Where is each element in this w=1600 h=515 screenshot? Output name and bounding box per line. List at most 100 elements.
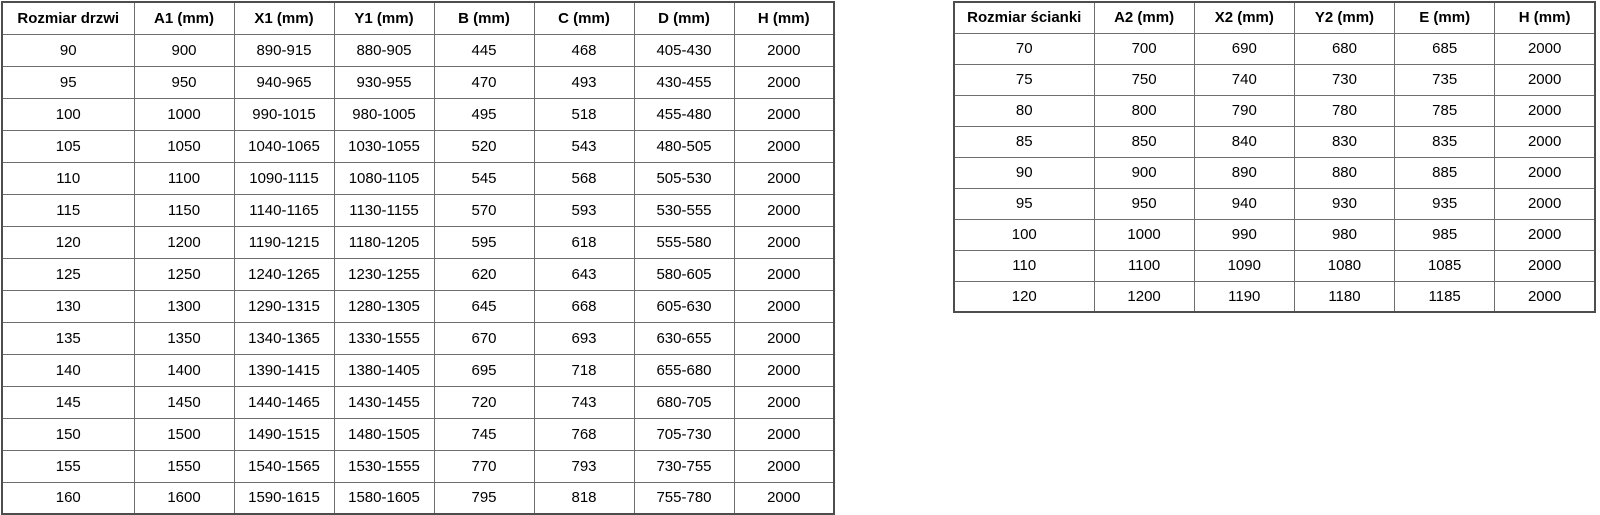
table-cell: 135 — [1, 321, 135, 355]
table-row: 150 1500 1490-1515 1480-1505 745 768 705-730 20… — [1, 417, 835, 451]
table-cell: 900 — [133, 33, 235, 67]
table-cell: 518 — [533, 97, 635, 131]
table-cell: 680-705 — [633, 385, 735, 419]
table-cell: 470 — [433, 65, 535, 99]
table-cell: 930 — [1293, 187, 1396, 220]
table-row: 90 900 890-915 880-905 445 468 405-430 2000 — [1, 33, 835, 67]
table-cell: 120 — [953, 280, 1095, 313]
table-cell: 1580-1605 — [333, 481, 435, 515]
table-cell: 1190-1215 — [233, 225, 335, 259]
table-row: 80 800 790 780 785 2000 — [953, 94, 1596, 127]
table-cell: 130 — [1, 289, 135, 323]
table-row: 130 1300 1290-1315 1280-1305 645 668 605-630 20… — [1, 289, 835, 323]
table-cell: 770 — [433, 449, 535, 483]
table-cell: 818 — [533, 481, 635, 515]
table-cell: 790 — [1193, 94, 1295, 127]
table-cell: 795 — [433, 481, 535, 515]
table-row: 95 950 940 930 935 2000 — [953, 187, 1596, 220]
table-row: 110 1100 1090 1080 1085 2000 — [953, 249, 1596, 282]
table-cell: 1390-1415 — [233, 353, 335, 387]
table-cell: 80 — [953, 94, 1095, 127]
table-cell: 1490-1515 — [233, 417, 335, 451]
table-cell: 935 — [1394, 187, 1496, 220]
table-cell: 1085 — [1394, 249, 1496, 282]
table-cell: 1380-1405 — [333, 353, 435, 387]
table-cell: 835 — [1394, 125, 1496, 158]
table-cell: 685 — [1394, 32, 1496, 65]
table-cell: 1340-1365 — [233, 321, 335, 355]
table-cell: 2000 — [733, 417, 835, 451]
table-cell: 2000 — [733, 97, 835, 131]
table-cell: 2000 — [1494, 156, 1596, 189]
column-header: Rozmiar drzwi — [1, 1, 135, 35]
table-cell: 1290-1315 — [233, 289, 335, 323]
table-cell: 785 — [1394, 94, 1496, 127]
table-cell: 145 — [1, 385, 135, 419]
table-cell: 520 — [433, 129, 535, 163]
table-cell: 555-580 — [633, 225, 735, 259]
table-cell: 430-455 — [633, 65, 735, 99]
table-cell: 1230-1255 — [333, 257, 435, 291]
table-cell: 980 — [1293, 218, 1396, 251]
header-row: Rozmiar drzwi A1 (mm) X1 (mm) Y1 (mm) B (mm)… — [1, 1, 835, 35]
table-cell: 1350 — [133, 321, 235, 355]
table-cell: 2000 — [1494, 125, 1596, 158]
table-cell: 630-655 — [633, 321, 735, 355]
table-row: 140 1400 1390-1415 1380-1405 695 718 655-680 20… — [1, 353, 835, 387]
table-cell: 405-430 — [633, 33, 735, 67]
table-cell: 840 — [1193, 125, 1295, 158]
table-cell: 140 — [1, 353, 135, 387]
column-header: H (mm) — [733, 1, 835, 35]
table-row: 145 1450 1440-1465 1430-1455 720 743 680-705 20… — [1, 385, 835, 419]
table-cell: 850 — [1093, 125, 1195, 158]
table-cell: 800 — [1093, 94, 1195, 127]
table-cell: 830 — [1293, 125, 1396, 158]
table-cell: 110 — [953, 249, 1095, 282]
table-cell: 730 — [1293, 63, 1396, 96]
table-cell: 1430-1455 — [333, 385, 435, 419]
table-cell: 1330-1555 — [333, 321, 435, 355]
table-row: 115 1150 1140-1165 1130-1155 570 593 530-555 20… — [1, 193, 835, 227]
table-cell: 690 — [1193, 32, 1295, 65]
table-cell: 1130-1155 — [333, 193, 435, 227]
table-cell: 930-955 — [333, 65, 435, 99]
column-header: C (mm) — [533, 1, 635, 35]
table-cell: 1190 — [1193, 280, 1295, 313]
table-cell: 695 — [433, 353, 535, 387]
table-cell: 493 — [533, 65, 635, 99]
column-header: E (mm) — [1394, 1, 1496, 34]
wall-panel-size-table: Rozmiar ścianki A2 (mm) X2 (mm) Y2 (mm) E (m… — [953, 1, 1596, 313]
table-cell: 1200 — [1093, 280, 1195, 313]
table-cell: 880-905 — [333, 33, 435, 67]
table-cell: 2000 — [733, 481, 835, 515]
table-cell: 1090 — [1193, 249, 1295, 282]
column-header: Y2 (mm) — [1293, 1, 1396, 34]
table-cell: 75 — [953, 63, 1095, 96]
table-cell: 95 — [953, 187, 1095, 220]
table-cell: 1480-1505 — [333, 417, 435, 451]
table-cell: 2000 — [733, 321, 835, 355]
table-cell: 1590-1615 — [233, 481, 335, 515]
table-cell: 655-680 — [633, 353, 735, 387]
table-cell: 1550 — [133, 449, 235, 483]
table-cell: 1090-1115 — [233, 161, 335, 195]
table-cell: 1000 — [1093, 218, 1195, 251]
table-cell: 670 — [433, 321, 535, 355]
table-row: 70 700 690 680 685 2000 — [953, 32, 1596, 65]
table-cell: 755-780 — [633, 481, 735, 515]
table-cell: 1080-1105 — [333, 161, 435, 195]
table-cell: 985 — [1394, 218, 1496, 251]
column-header: D (mm) — [633, 1, 735, 35]
column-header: Y1 (mm) — [333, 1, 435, 35]
table-cell: 1100 — [1093, 249, 1195, 282]
table-cell: 890 — [1193, 156, 1295, 189]
table-cell: 595 — [433, 225, 535, 259]
table-cell: 1500 — [133, 417, 235, 451]
table-cell: 735 — [1394, 63, 1496, 96]
table-row: 120 1200 1190-1215 1180-1205 595 618 555-580 20… — [1, 225, 835, 259]
table-cell: 105 — [1, 129, 135, 163]
table-cell: 530-555 — [633, 193, 735, 227]
table-cell: 1150 — [133, 193, 235, 227]
table-cell: 1400 — [133, 353, 235, 387]
table-cell: 1180 — [1293, 280, 1396, 313]
